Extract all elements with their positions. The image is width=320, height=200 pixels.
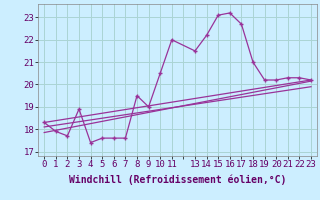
- X-axis label: Windchill (Refroidissement éolien,°C): Windchill (Refroidissement éolien,°C): [69, 175, 286, 185]
